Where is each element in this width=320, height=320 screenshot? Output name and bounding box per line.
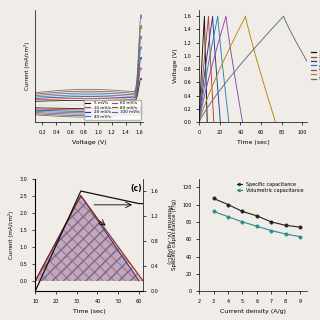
Specific capacitance: [212, 196, 216, 200]
Specific capacitance: [269, 220, 273, 224]
Line: Volumetric capacitance: Volumetric capacitance: [212, 210, 302, 238]
Volumetric capacitance: [212, 210, 216, 213]
Specific capacitance: [298, 225, 302, 229]
X-axis label: Time (sec): Time (sec): [237, 140, 270, 145]
Polygon shape: [35, 196, 139, 281]
Specific capacitance: [241, 210, 244, 213]
Y-axis label: Potential (V, Ag/AgCl): Potential (V, Ag/AgCl): [166, 205, 171, 264]
Y-axis label: Current (mA/cm²): Current (mA/cm²): [24, 42, 30, 90]
Line: Specific capacitance: Specific capacitance: [212, 197, 302, 229]
X-axis label: Voltage (V): Voltage (V): [72, 140, 107, 145]
X-axis label: Time (sec): Time (sec): [73, 309, 106, 314]
Y-axis label: Current (mA/cm²): Current (mA/cm²): [8, 211, 14, 259]
Y-axis label: Voltage (V): Voltage (V): [173, 49, 178, 83]
Y-axis label: Specific capacitance (F/g): Specific capacitance (F/g): [172, 199, 177, 270]
Volumetric capacitance: [226, 215, 230, 219]
Specific capacitance: [226, 203, 230, 206]
Polygon shape: [35, 196, 143, 281]
Volumetric capacitance: [298, 235, 302, 238]
Specific capacitance: [284, 223, 288, 227]
Legend: 1 A/g, 2 A/g, 3 A/g, 4 A/g, 5 A/g, 7 A/g, 9 A/g: 1 A/g, 2 A/g, 3 A/g, 4 A/g, 5 A/g, 7 A/g…: [310, 50, 320, 82]
Text: (c): (c): [130, 184, 142, 193]
X-axis label: Current density (A/g): Current density (A/g): [220, 309, 286, 314]
Legend: Specific capacitance, Volumetric capacitance: Specific capacitance, Volumetric capacit…: [236, 181, 305, 194]
Specific capacitance: [255, 214, 259, 218]
Volumetric capacitance: [255, 224, 259, 228]
Volumetric capacitance: [284, 232, 288, 236]
Volumetric capacitance: [269, 228, 273, 232]
Volumetric capacitance: [241, 220, 244, 224]
Legend: 5 mV/s, 10 mV/s, 20 mV/s, 40 mV/s, 60 mV/s, 80 mV/s, 100 mV/s: 5 mV/s, 10 mV/s, 20 mV/s, 40 mV/s, 60 mV…: [84, 100, 141, 120]
